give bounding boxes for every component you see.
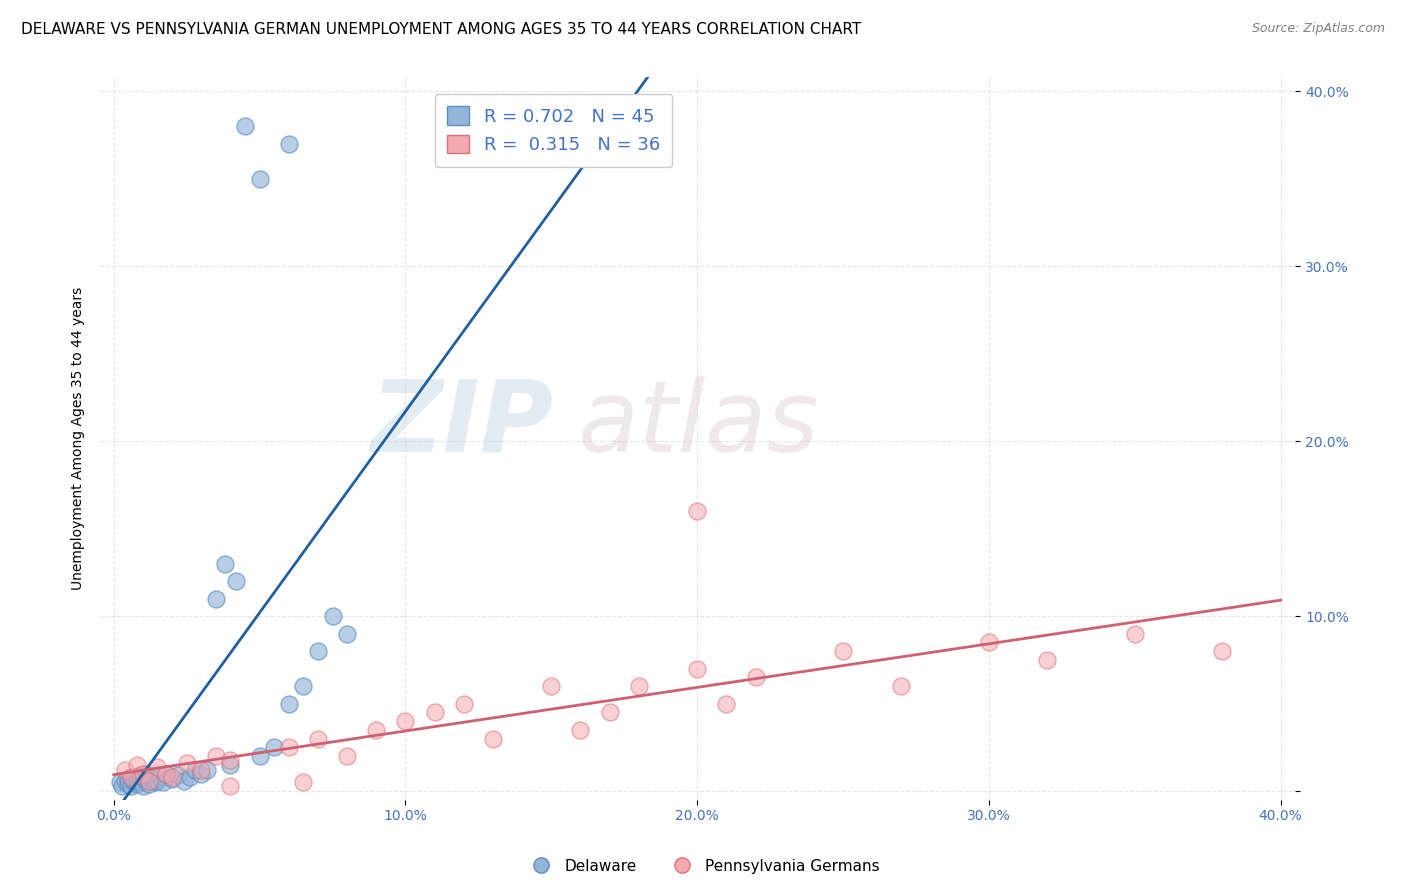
Point [277,136,299,151]
Point [482,731,505,746]
Point [292,679,315,693]
Point [179,770,201,784]
Point [176,756,198,770]
Point [125,757,148,772]
Point [146,759,169,773]
Point [122,775,145,789]
Point [336,626,359,640]
Point [277,740,299,755]
Point [744,670,766,684]
Point [321,609,343,624]
Text: atlas: atlas [578,376,820,473]
Point [190,763,212,777]
Point [233,120,256,134]
Point [686,662,709,676]
Point [120,779,142,793]
Point [135,766,157,780]
Point [219,752,242,766]
Point [117,777,139,791]
Point [122,773,145,788]
Point [394,714,416,728]
Point [277,697,299,711]
Point [1211,644,1233,658]
Point [423,706,446,720]
Point [307,644,329,658]
Point [204,591,226,606]
Point [160,772,183,786]
Point [146,773,169,788]
Text: DELAWARE VS PENNSYLVANIA GERMAN UNEMPLOYMENT AMONG AGES 35 TO 44 YEARS CORRELATI: DELAWARE VS PENNSYLVANIA GERMAN UNEMPLOY… [21,22,862,37]
Point [1036,653,1059,667]
Point [138,773,160,788]
Point [132,779,155,793]
Point [219,757,242,772]
Point [167,768,190,782]
Point [366,723,388,737]
Point [190,766,212,780]
Point [141,772,163,786]
Point [292,775,315,789]
Point [540,679,562,693]
Point [120,770,142,784]
Point [125,777,148,791]
Point [249,172,271,186]
Point [249,749,271,764]
Point [143,775,166,789]
Point [129,768,152,782]
Point [627,679,650,693]
Point [263,740,285,755]
Point [832,644,855,658]
Point [149,770,172,784]
Legend: R = 0.702   N = 45, R =  0.315   N = 36: R = 0.702 N = 45, R = 0.315 N = 36 [434,94,672,167]
Y-axis label: Unemployment Among Ages 35 to 44 years: Unemployment Among Ages 35 to 44 years [72,287,86,591]
Point [117,772,139,786]
Point [129,775,152,789]
Point [225,574,247,589]
Legend: Delaware, Pennsylvania Germans: Delaware, Pennsylvania Germans [520,853,886,880]
Point [135,773,157,788]
Point [214,557,236,571]
Point [108,775,131,789]
Point [132,770,155,784]
Point [155,766,177,780]
Point [152,775,174,789]
Point [173,773,195,788]
Point [453,697,475,711]
Point [977,635,1000,649]
Point [204,749,226,764]
Point [114,763,136,777]
Text: ZIP: ZIP [371,376,554,473]
Point [132,766,155,780]
Point [307,731,329,746]
Point [120,770,142,784]
Point [569,723,592,737]
Point [686,504,709,518]
Point [114,773,136,788]
Point [599,706,621,720]
Point [125,772,148,786]
Point [184,763,207,777]
Point [160,770,183,784]
Point [336,749,359,764]
Text: Source: ZipAtlas.com: Source: ZipAtlas.com [1251,22,1385,36]
Point [155,766,177,780]
Point [219,779,242,793]
Point [890,679,912,693]
Point [1123,626,1146,640]
Point [111,779,134,793]
Point [716,697,738,711]
Point [195,763,218,777]
Point [138,777,160,791]
